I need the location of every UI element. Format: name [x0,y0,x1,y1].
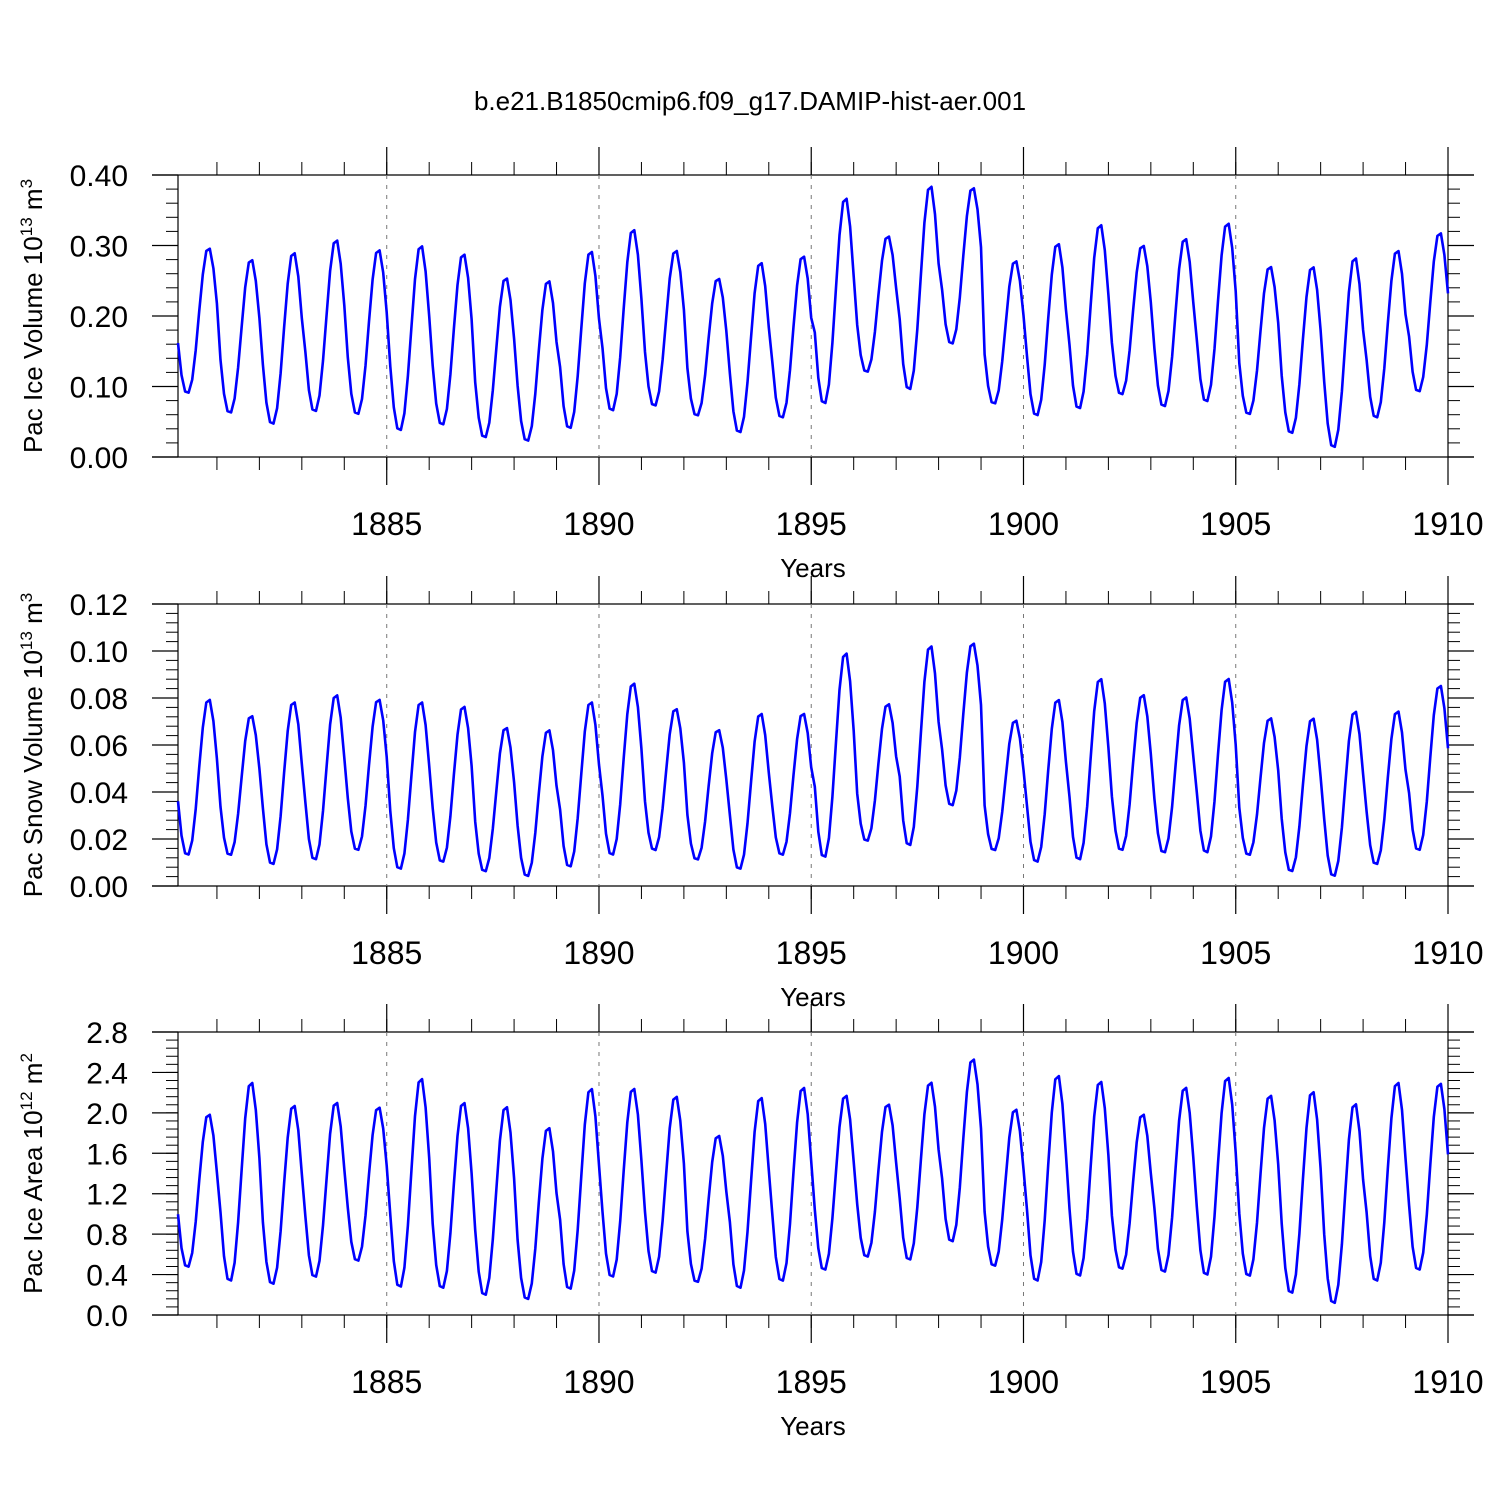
x-tick-label: 1890 [563,1364,634,1400]
chart-panel-3: 1885 1890 1895 1900 1905 1910 0.0 0.4 0.8 1.2 1.6 2… [17,1004,1484,1441]
series-line-pac-ice-volume [176,185,1450,449]
y-tick-label: 0.02 [70,824,128,857]
x-tick-label: 1895 [776,1364,847,1400]
y-axis-title: Pac Ice Area 1012 m2 [17,1053,48,1294]
y-tick-label: 1.2 [86,1179,128,1212]
x-tick-label: 1910 [1412,935,1483,971]
x-tick-label: 1885 [351,1364,422,1400]
chart-title: b.e21.B1850cmip6.f09_g17.DAMIP-hist-aer.… [474,86,1026,116]
y-tick-label: 0.20 [70,301,128,334]
y-tick-label: 0.06 [70,730,128,763]
y-tick-label: 2.0 [86,1098,128,1131]
x-axis-title: Years [780,982,846,1012]
y-tick-label: 0.08 [70,683,128,716]
y-tick-label: 0.0 [86,1300,128,1333]
x-tick-label: 1900 [988,506,1059,542]
y-tick-label: 2.4 [86,1057,128,1090]
x-tick-label: 1895 [776,935,847,971]
x-tick-label: 1885 [351,506,422,542]
series-line-pac-ice-area [176,1058,1450,1305]
chart-panel-1: 1885 1890 1895 1900 1905 1910 0.00 0.10 0.20 0.30… [17,147,1484,583]
x-tick-label: 1910 [1412,1364,1483,1400]
y-axis-title: Pac Snow Volume 1013 m3 [17,593,48,897]
y-tick-label: 0.10 [70,636,128,669]
x-tick-label: 1900 [988,1364,1059,1400]
y-tick-label: 0.8 [86,1219,128,1252]
y-tick-label: 0.00 [70,442,128,475]
y-axis-title: Pac Ice Volume 1013 m3 [17,179,48,453]
y-tick-label: 0.04 [70,777,128,810]
x-tick-label: 1910 [1412,506,1483,542]
x-tick-label: 1905 [1200,506,1271,542]
y-tick-label: 2.8 [86,1017,128,1050]
x-tick-label: 1890 [563,506,634,542]
x-tick-label: 1885 [351,935,422,971]
y-tick-label: 0.10 [70,372,128,405]
y-tick-label: 1.6 [86,1138,128,1171]
y-tick-label: 0.30 [70,231,128,264]
x-tick-label: 1890 [563,935,634,971]
x-axis-title: Years [780,1411,846,1441]
y-tick-label: 0.40 [70,160,128,193]
x-tick-label: 1905 [1200,935,1271,971]
x-tick-label: 1900 [988,935,1059,971]
y-tick-label: 0.00 [70,871,128,904]
x-tick-label: 1895 [776,506,847,542]
y-tick-label: 0.4 [86,1260,128,1293]
x-axis-title: Years [780,553,846,583]
x-tick-label: 1905 [1200,1364,1271,1400]
chart-panel-2: 1885 1890 1895 1900 1905 1910 0.00 0.02 0.04 0.06… [17,576,1484,1012]
y-tick-label: 0.12 [70,589,128,622]
series-line-pac-snow-volume [176,642,1450,878]
